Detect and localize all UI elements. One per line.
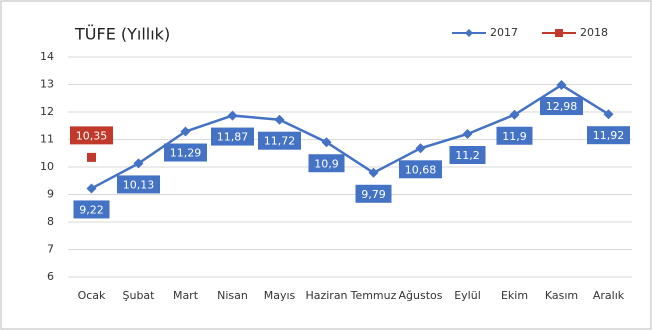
chart-title: TÜFE (Yıllık)	[74, 25, 170, 44]
value-label-box	[496, 126, 533, 145]
marker	[180, 126, 191, 137]
y-tick-label: 9	[47, 188, 54, 201]
x-tick-label: Kasım	[545, 289, 578, 302]
marker	[368, 167, 379, 178]
value-label-box	[399, 160, 442, 179]
value-label: 10,9	[314, 157, 339, 170]
value-label: 11,72	[264, 135, 296, 148]
y-tick-label: 8	[47, 215, 54, 228]
x-tick-label: Ocak	[78, 289, 106, 302]
value-label-box	[70, 126, 113, 145]
x-tick-label: Ekim	[501, 289, 528, 302]
marker	[415, 143, 426, 154]
legend-marker	[555, 29, 563, 37]
value-label: 10,35	[76, 129, 108, 142]
x-tick-label: Mayıs	[264, 289, 296, 302]
x-tick-label: Eylül	[454, 289, 481, 302]
marker	[509, 109, 520, 120]
x-tick-label: Nisan	[217, 289, 248, 302]
y-tick-label: 11	[40, 133, 54, 146]
y-tick-label: 10	[40, 160, 54, 173]
marker	[227, 110, 238, 121]
marker	[603, 109, 614, 120]
value-label-box	[258, 131, 301, 150]
value-label-box	[73, 200, 110, 219]
value-label: 12,98	[546, 100, 578, 113]
y-tick-label: 6	[47, 270, 54, 283]
value-label-box	[117, 175, 160, 194]
legend-marker	[465, 29, 473, 37]
value-label: 11,29	[170, 147, 202, 160]
value-label: 11,87	[217, 131, 249, 144]
value-label-box	[211, 127, 254, 146]
legend-label: 2018	[580, 26, 608, 39]
marker	[133, 158, 144, 169]
x-tick-label: Şubat	[123, 289, 156, 302]
x-tick-label: Ağustos	[399, 289, 443, 302]
value-label: 10,68	[405, 163, 437, 176]
value-label-box	[355, 184, 392, 203]
value-label-box	[587, 126, 630, 145]
marker	[86, 183, 97, 194]
marker	[274, 114, 285, 125]
value-label-box	[308, 154, 345, 173]
x-tick-label: Temmuz	[350, 289, 397, 302]
marker	[321, 137, 332, 148]
x-tick-label: Haziran	[305, 289, 347, 302]
value-label: 11,9	[502, 130, 527, 143]
y-tick-label: 12	[40, 105, 54, 118]
value-label: 9,22	[79, 203, 104, 216]
marker	[87, 152, 96, 162]
x-tick-label: Aralık	[593, 289, 625, 302]
value-label: 11,2	[455, 149, 480, 162]
value-label-box	[164, 143, 207, 162]
y-tick-label: 13	[40, 78, 54, 91]
legend-label: 2017	[490, 26, 518, 39]
value-label: 11,92	[593, 129, 625, 142]
value-label: 9,79	[361, 188, 386, 201]
x-tick-label: Mart	[173, 289, 199, 302]
marker	[462, 129, 473, 139]
value-label-box	[540, 97, 583, 116]
line	[90, 83, 610, 190]
y-tick-label: 14	[40, 50, 54, 63]
y-tick-label: 7	[47, 243, 54, 256]
value-label: 10,13	[123, 178, 155, 191]
marker	[556, 80, 567, 91]
value-label-box	[449, 146, 486, 164]
